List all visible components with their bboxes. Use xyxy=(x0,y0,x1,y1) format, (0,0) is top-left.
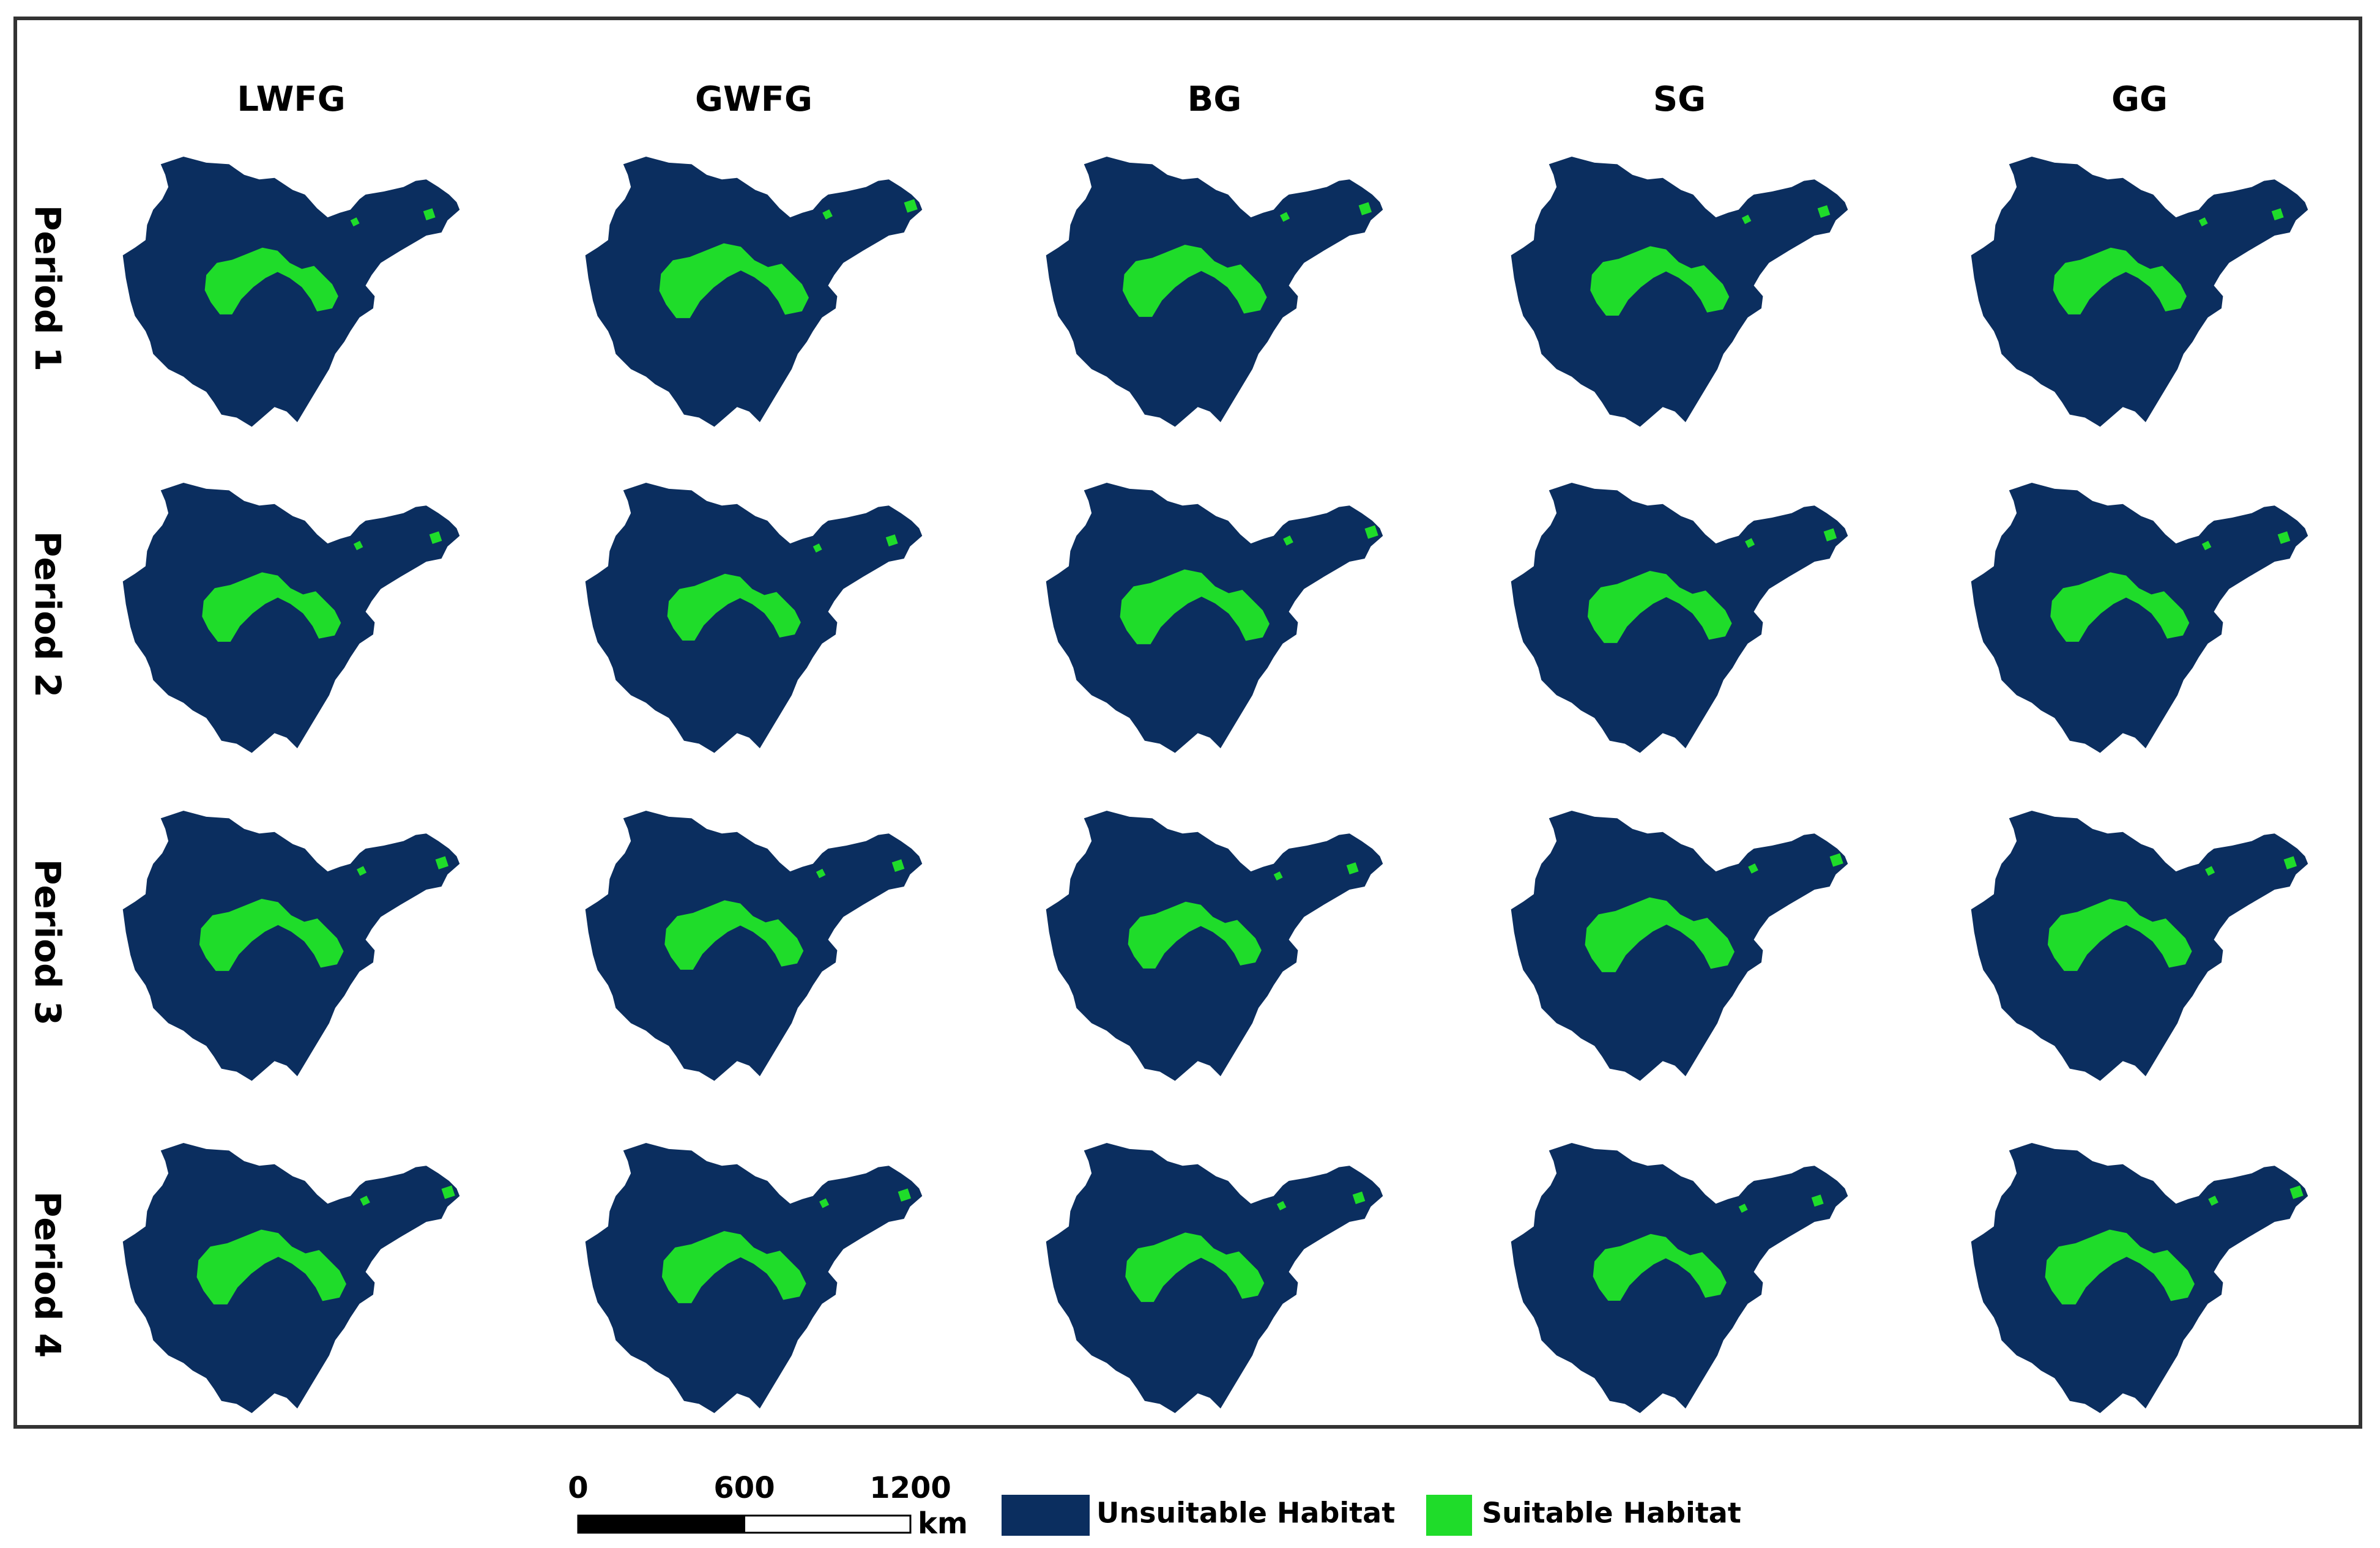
scale-label: 1200 xyxy=(869,1471,951,1505)
unsuitable-area xyxy=(585,483,923,753)
unsuitable-area xyxy=(1511,483,1848,753)
scale-unit: km xyxy=(918,1506,968,1541)
column-header: BG xyxy=(1188,80,1242,119)
map xyxy=(585,157,923,427)
scale-label: 0 xyxy=(568,1471,588,1505)
unsuitable-area xyxy=(1971,157,2308,427)
map xyxy=(1511,157,1848,427)
column-header: LWFG xyxy=(237,80,345,119)
unsuitable-area xyxy=(585,157,923,427)
unsuitable-area xyxy=(1046,1143,1383,1413)
map xyxy=(1511,811,1848,1081)
legend-swatch xyxy=(1426,1495,1472,1536)
unsuitable-area xyxy=(585,811,923,1081)
unsuitable-area xyxy=(122,483,460,753)
unsuitable-area xyxy=(1046,811,1383,1081)
map xyxy=(1046,483,1383,753)
frame xyxy=(13,17,2362,1429)
map xyxy=(1971,1143,2308,1413)
map xyxy=(122,483,460,753)
row-label: Period 2 xyxy=(27,531,69,698)
map xyxy=(585,1143,923,1413)
map xyxy=(1971,483,2308,753)
unsuitable-area xyxy=(585,1143,923,1413)
unsuitable-area xyxy=(1511,157,1848,427)
row-label: Period 4 xyxy=(27,1191,69,1358)
row-label: Period 1 xyxy=(27,205,69,371)
map xyxy=(122,811,460,1081)
map xyxy=(122,1143,460,1413)
map xyxy=(1971,157,2308,427)
legend-label: Suitable Habitat xyxy=(1482,1497,1741,1530)
column-header: GWFG xyxy=(695,80,813,119)
map xyxy=(1046,157,1383,427)
map xyxy=(1046,1143,1383,1413)
scale-segment xyxy=(577,1514,745,1534)
column-header: SG xyxy=(1653,80,1706,119)
unsuitable-area xyxy=(1511,1143,1848,1413)
unsuitable-area xyxy=(122,157,460,427)
unsuitable-area xyxy=(1511,811,1848,1081)
row-label: Period 3 xyxy=(27,859,69,1025)
map xyxy=(1511,483,1848,753)
map xyxy=(585,811,923,1081)
legend-label: Unsuitable Habitat xyxy=(1096,1497,1395,1530)
unsuitable-area xyxy=(1971,483,2308,753)
legend-swatch xyxy=(1002,1495,1090,1536)
unsuitable-area xyxy=(122,811,460,1081)
map xyxy=(1971,811,2308,1081)
unsuitable-area xyxy=(1971,811,2308,1081)
map xyxy=(1511,1143,1848,1413)
scale-label: 600 xyxy=(713,1471,775,1505)
map xyxy=(585,483,923,753)
unsuitable-area xyxy=(122,1143,460,1413)
unsuitable-area xyxy=(1971,1143,2308,1413)
scale-segment xyxy=(743,1514,912,1534)
unsuitable-area xyxy=(1046,483,1383,753)
map xyxy=(1046,811,1383,1081)
map xyxy=(122,157,460,427)
unsuitable-area xyxy=(1046,157,1383,427)
column-header: GG xyxy=(2111,80,2168,119)
